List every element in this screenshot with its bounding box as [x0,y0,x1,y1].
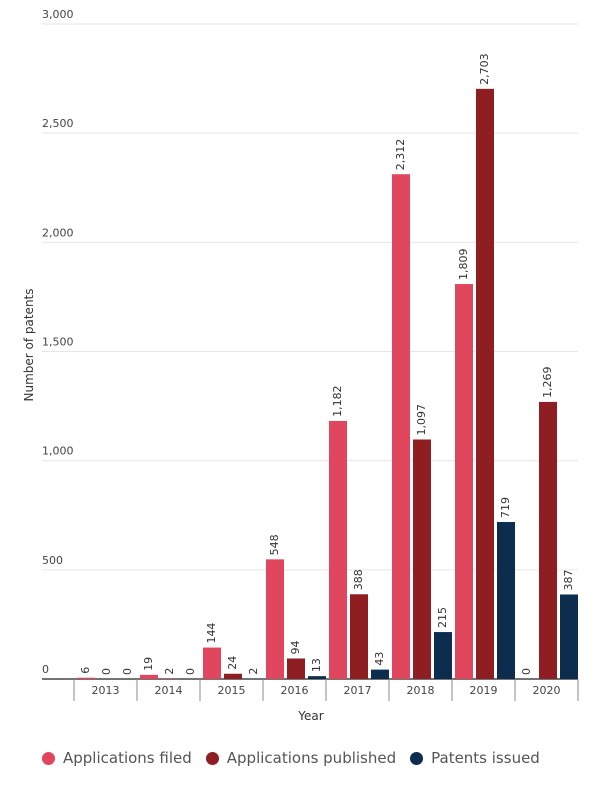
bar [371,669,389,679]
y-tick-label: 2,500 [42,117,74,130]
x-tick-label: 2019 [470,684,498,697]
data-label: 548 [268,534,281,555]
y-tick-label: 3,000 [42,8,74,21]
x-tick-label: 2017 [344,684,372,697]
bar [266,559,284,679]
data-label: 719 [499,497,512,518]
data-label: 2,703 [478,53,491,85]
x-tick-label: 2018 [407,684,435,697]
bar [203,647,221,679]
x-tick-label: 2020 [533,684,561,697]
legend-swatch-applications-filed [42,751,55,765]
y-tick-label: 1,500 [42,336,74,349]
data-label: 6 [79,667,92,674]
legend-label-applications-published: Applications published [226,749,397,767]
y-tick-label: 1,000 [42,445,74,458]
legend-label-patents-issued: Patents issued [431,749,540,767]
legend-swatch-patents-issued [410,751,424,765]
bar [539,401,557,679]
legend-item-patents-issued: Patents issued [410,749,540,767]
bar [560,594,578,679]
legend: Applications filed Applications publishe… [42,749,540,767]
data-label: 388 [352,569,365,590]
data-label: 387 [562,570,575,591]
bar [287,658,305,679]
y-tick-label: 2,000 [42,226,74,239]
data-label: 24 [226,656,239,670]
data-label: 0 [184,668,197,675]
bar [497,522,515,679]
data-label: 0 [100,668,113,675]
bar [392,174,410,680]
x-tick-label: 2016 [281,684,309,697]
bar [308,676,326,679]
data-label: 19 [142,657,155,671]
bar [140,674,158,679]
data-label: 94 [289,640,302,654]
y-axis-title: Number of patents [22,288,36,401]
data-label: 1,269 [541,366,554,398]
data-label: 43 [373,652,386,666]
bar [329,420,347,679]
data-label: 13 [310,658,323,672]
x-tick-label: 2015 [218,684,246,697]
x-axis-title: Year [297,709,323,723]
bar [224,673,242,679]
bar [413,439,431,679]
data-label: 1,182 [331,385,344,417]
legend-label-applications-filed: Applications filed [63,749,192,767]
bar [455,284,473,679]
y-tick-label: 500 [42,554,63,567]
legend-swatch-applications-published [205,751,219,765]
data-label: 215 [436,607,449,628]
data-label: 2 [247,668,260,675]
data-label: 2,312 [394,139,407,171]
data-label: 1,809 [457,249,470,281]
y-tick-label: 0 [42,663,49,676]
data-label: 144 [205,623,218,644]
bar [434,632,452,679]
data-label: 2 [163,668,176,675]
bar [77,677,95,679]
legend-item-applications-published: Applications published [205,749,397,767]
data-label: 0 [520,668,533,675]
bar [476,88,494,680]
bar [350,594,368,679]
x-tick-label: 2014 [155,684,183,697]
x-tick-label: 2013 [92,684,120,697]
data-label: 0 [121,668,134,675]
data-label: 1,097 [415,404,428,436]
legend-item-applications-filed: Applications filed [42,749,192,767]
